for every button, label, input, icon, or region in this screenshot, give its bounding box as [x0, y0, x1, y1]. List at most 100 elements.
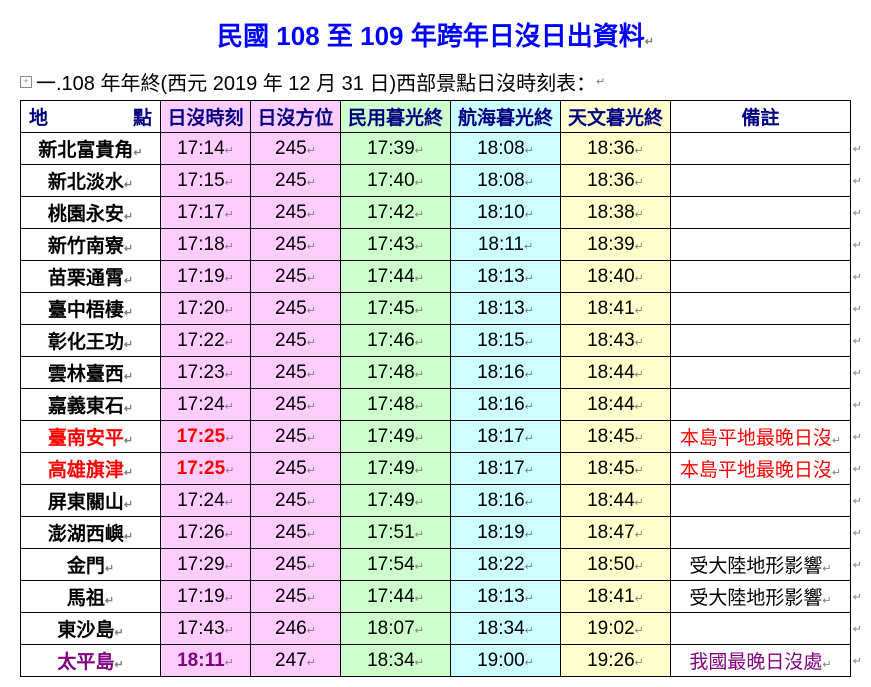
cell-value: 18:19↵: [451, 517, 561, 549]
col-sunset-azimuth: 日沒方位: [251, 101, 341, 133]
return-mark-icon: ↵: [415, 209, 424, 221]
return-mark-icon: ↵: [525, 465, 534, 477]
cell-value: 17:45↵: [341, 293, 451, 325]
value-text: 247: [275, 650, 307, 671]
col-remark: 備註: [671, 101, 851, 133]
cell-value: 18:38↵: [561, 197, 671, 229]
return-mark-icon: ↵: [307, 561, 316, 573]
cell-remark: ↵: [671, 517, 851, 549]
value-text: 17:19: [177, 586, 225, 607]
return-mark-icon: ↵: [415, 177, 424, 189]
cell-value: 245↵: [251, 581, 341, 613]
table-row: 馬祖↵17:19↵245↵17:44↵18:13↵18:41↵受大陸地形影響↵↵: [21, 581, 851, 613]
return-mark-icon: ↵: [225, 561, 234, 573]
return-mark-icon: ↵: [415, 273, 424, 285]
value-text: 18:41: [587, 298, 635, 319]
return-mark-icon: ↵: [853, 174, 862, 187]
cell-value: 18:08↵: [451, 133, 561, 165]
cell-value: 246↵: [251, 613, 341, 645]
value-text: 245: [275, 202, 307, 223]
cell-value: 245↵: [251, 517, 341, 549]
cell-value: 245↵: [251, 453, 341, 485]
cell-remark: ↵: [671, 357, 851, 389]
cell-value: 18:16↵: [451, 357, 561, 389]
value-text: 245: [275, 330, 307, 351]
return-mark-icon: ↵: [525, 337, 534, 349]
value-text: 18:17: [477, 458, 525, 479]
return-mark-icon: ↵: [525, 433, 534, 445]
cell-value: 18:45↵: [561, 453, 671, 485]
return-mark-icon: ↵: [307, 177, 316, 189]
return-mark-icon: ↵: [225, 177, 234, 189]
location-text: 苗栗通霄: [48, 268, 124, 289]
value-text: 17:26: [177, 522, 225, 543]
value-text: 17:48: [367, 394, 415, 415]
value-text: 17:23: [177, 362, 225, 383]
return-mark-icon: ↵: [124, 435, 133, 447]
value-text: 18:41: [587, 586, 635, 607]
value-text: 18:16: [477, 394, 525, 415]
cell-remark: ↵: [671, 261, 851, 293]
cell-remark: ↵: [671, 325, 851, 357]
cell-remark: 受大陸地形影響↵↵: [671, 581, 851, 613]
table-row: 彰化王功↵17:22↵245↵17:46↵18:15↵18:43↵↵: [21, 325, 851, 357]
return-mark-icon: ↵: [853, 590, 862, 603]
return-mark-icon: ↵: [822, 659, 831, 671]
cell-value: 245↵: [251, 133, 341, 165]
return-mark-icon: ↵: [225, 497, 234, 509]
cell-location: 嘉義東石↵: [21, 389, 161, 421]
return-mark-icon: ↵: [853, 622, 862, 635]
return-mark-icon: ↵: [124, 243, 133, 255]
cell-value: 17:24↵: [161, 389, 251, 421]
value-text: 18:22: [477, 554, 525, 575]
return-mark-icon: ↵: [307, 497, 316, 509]
value-text: 17:43: [367, 234, 415, 255]
value-text: 17:17: [177, 202, 225, 223]
cell-remark: 受大陸地形影響↵↵: [671, 549, 851, 581]
value-text: 18:13: [477, 298, 525, 319]
table-row: 桃園永安↵17:17↵245↵17:42↵18:10↵18:38↵↵: [21, 197, 851, 229]
cell-value: 18:10↵: [451, 197, 561, 229]
value-text: 17:45: [367, 298, 415, 319]
cell-value: 18:36↵: [561, 133, 671, 165]
return-mark-icon: ↵: [307, 465, 316, 477]
value-text: 17:25: [177, 458, 226, 479]
return-mark-icon: ↵: [307, 241, 316, 253]
cell-value: 17:44↵: [341, 581, 451, 613]
return-mark-icon: ↵: [525, 657, 534, 669]
remark-text: 我國最晚日沒處: [689, 652, 822, 673]
return-mark-icon: ↵: [635, 433, 644, 445]
cell-value: 18:07↵: [341, 613, 451, 645]
cell-value: 18:13↵: [451, 261, 561, 293]
value-text: 18:39: [587, 234, 635, 255]
return-mark-icon: ↵: [525, 177, 534, 189]
return-mark-icon: ↵: [114, 659, 123, 671]
table-header-row: 地點 日沒時刻 日沒方位 民用暮光終 航海暮光終 天文暮光終 備註: [21, 101, 851, 133]
value-text: 18:15: [477, 330, 525, 351]
return-mark-icon: ↵: [635, 177, 644, 189]
location-text: 臺南安平: [48, 428, 124, 449]
value-text: 18:10: [477, 202, 525, 223]
cell-value: 18:40↵: [561, 261, 671, 293]
table-row: 太平島↵18:11↵247↵18:34↵19:00↵19:26↵我國最晚日沒處↵…: [21, 645, 851, 677]
value-text: 17:15: [177, 170, 225, 191]
return-mark-icon: ↵: [415, 337, 424, 349]
cell-value: 18:16↵: [451, 389, 561, 421]
value-text: 245: [275, 362, 307, 383]
return-mark-icon: ↵: [225, 209, 234, 221]
cell-remark: ↵: [671, 133, 851, 165]
cell-value: 245↵: [251, 261, 341, 293]
return-mark-icon: ↵: [307, 657, 316, 669]
value-text: 18:11: [177, 650, 225, 671]
cell-value: 18:36↵: [561, 165, 671, 197]
return-mark-icon: ↵: [853, 142, 862, 155]
value-text: 19:26: [587, 650, 635, 671]
cell-value: 17:46↵: [341, 325, 451, 357]
cell-value: 17:49↵: [341, 421, 451, 453]
return-mark-icon: ↵: [635, 145, 644, 157]
cell-value: 17:48↵: [341, 357, 451, 389]
cell-value: 17:24↵: [161, 485, 251, 517]
table-row: 臺中梧棲↵17:20↵245↵17:45↵18:13↵18:41↵↵: [21, 293, 851, 325]
cell-location: 苗栗通霄↵: [21, 261, 161, 293]
value-text: 18:11: [478, 234, 524, 255]
